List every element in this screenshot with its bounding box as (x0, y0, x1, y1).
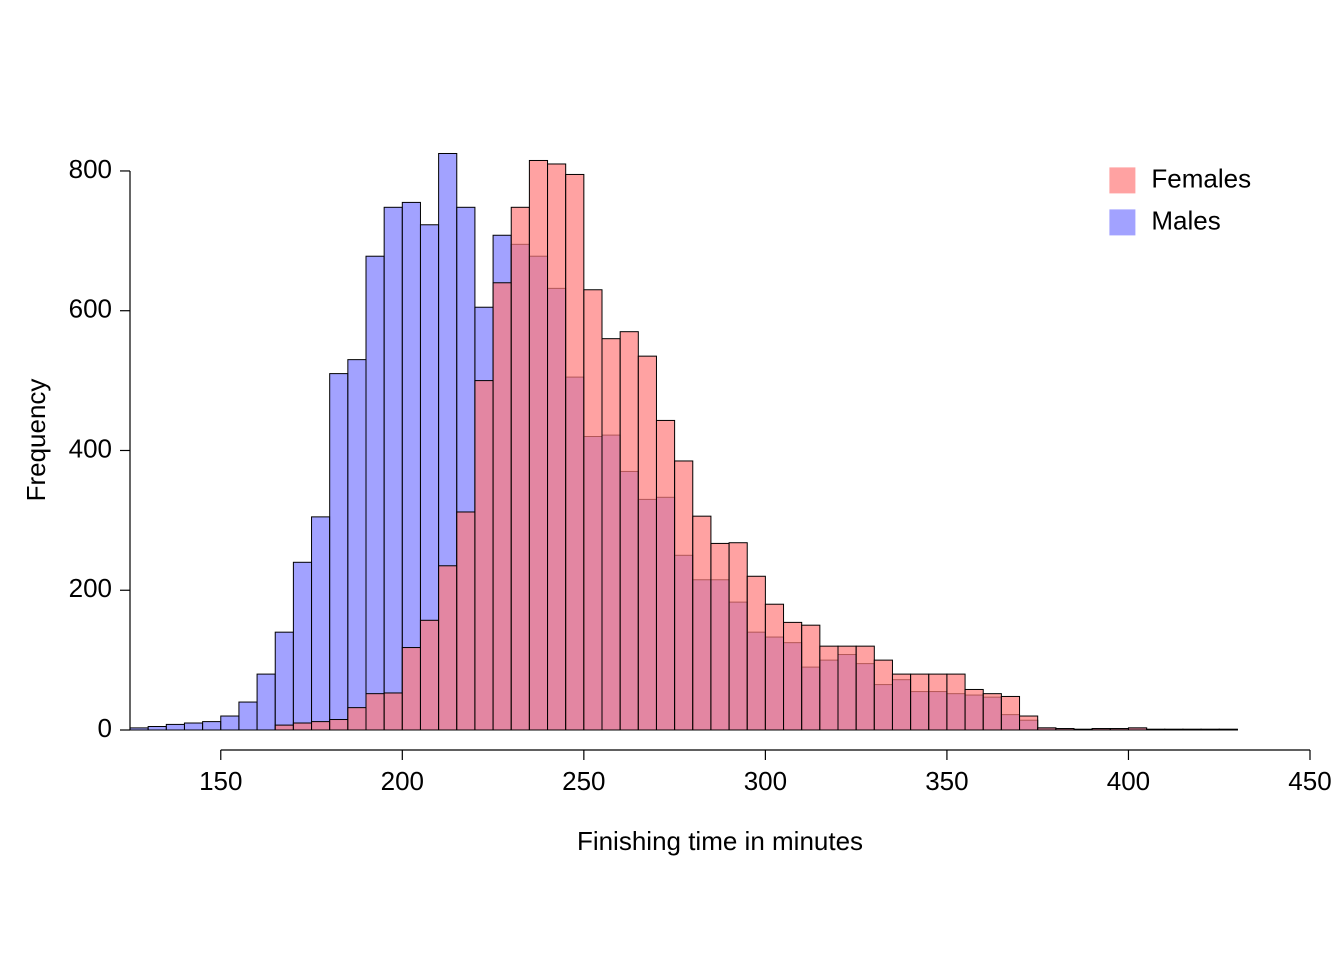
legend-swatch (1109, 209, 1135, 235)
x-axis-label: Finishing time in minutes (577, 826, 863, 856)
histogram-chart: 0 200 400 600 800 150 200 250 300 350 400 450 Finish… (0, 0, 1344, 960)
histogram-bar (275, 632, 293, 730)
histogram-bar (747, 576, 765, 730)
histogram-bar (1165, 729, 1183, 730)
histogram-bar (584, 290, 602, 730)
legend-label: Males (1151, 205, 1220, 235)
histogram-bar (330, 720, 348, 730)
histogram-bar (1074, 729, 1092, 730)
histogram-bar (802, 625, 820, 730)
histogram-bar (257, 674, 275, 730)
histogram-bar (765, 604, 783, 730)
histogram-bar (838, 646, 856, 730)
histogram-bar (384, 693, 402, 730)
x-tick-label: 350 (925, 766, 968, 796)
histogram-bar (312, 722, 330, 730)
histogram-bar (856, 646, 874, 730)
histogram-bar (475, 381, 493, 730)
histogram-bar (166, 724, 184, 730)
histogram-bar (275, 725, 293, 730)
histogram-bar (983, 694, 1001, 730)
legend-label: Females (1151, 163, 1251, 193)
histogram-bar (348, 708, 366, 730)
x-tick-label: 300 (744, 766, 787, 796)
histogram-bar (511, 207, 529, 730)
histogram-bar (348, 360, 366, 730)
histogram-bar (420, 620, 438, 730)
histogram-bar (293, 562, 311, 730)
y-tick-label: 200 (69, 573, 112, 603)
histogram-bar (130, 728, 148, 730)
histogram-bar (874, 660, 892, 730)
histogram-bar (366, 694, 384, 730)
y-tick-label: 600 (69, 294, 112, 324)
histogram-bar (820, 646, 838, 730)
histogram-bar (529, 160, 547, 730)
histogram-bar (693, 516, 711, 730)
histogram-bar (493, 283, 511, 730)
histogram-bar (602, 339, 620, 730)
x-tick-label: 200 (381, 766, 424, 796)
histogram-bar (620, 332, 638, 730)
histogram-bar (566, 174, 584, 730)
histogram-bar (203, 722, 221, 730)
histogram-bar (892, 674, 910, 730)
histogram-bar (1092, 729, 1110, 730)
histogram-bar (1219, 729, 1237, 730)
x-tick-label: 250 (562, 766, 605, 796)
histogram-bar (1128, 728, 1146, 730)
histogram-bar (947, 674, 965, 730)
histogram-bar (330, 374, 348, 730)
x-tick-label: 450 (1288, 766, 1331, 796)
histogram-bar (1110, 729, 1128, 730)
chart-svg: 0 200 400 600 800 150 200 250 300 350 400 450 Finish… (0, 0, 1344, 960)
y-tick-label: 0 (98, 713, 112, 743)
histogram-bar (729, 543, 747, 730)
histogram-bar (1056, 729, 1074, 730)
histogram-bar (784, 622, 802, 730)
histogram-bar (1147, 729, 1165, 730)
histogram-bar (312, 517, 330, 730)
histogram-bar (239, 702, 257, 730)
histogram-bar (1001, 696, 1019, 730)
histogram-bar (911, 674, 929, 730)
histogram-bar (457, 512, 475, 730)
histogram-bar (675, 461, 693, 730)
histogram-bar (711, 543, 729, 730)
histogram-bar (402, 648, 420, 730)
histogram-bar (965, 689, 983, 730)
histogram-bar (184, 723, 202, 730)
x-tick-label: 400 (1107, 766, 1150, 796)
histogram-bar (638, 356, 656, 730)
histogram-bar (221, 716, 239, 730)
y-axis-label: Frequency (21, 379, 51, 502)
histogram-bar (293, 723, 311, 730)
histogram-bar (1020, 716, 1038, 730)
legend-swatch (1109, 167, 1135, 193)
x-tick-label: 150 (199, 766, 242, 796)
histogram-bar (384, 207, 402, 730)
histogram-bar (548, 164, 566, 730)
y-tick-label: 800 (69, 154, 112, 184)
histogram-bar (439, 566, 457, 730)
histogram-bar (366, 256, 384, 730)
histogram-bar (1201, 729, 1219, 730)
histogram-bar (656, 420, 674, 730)
histogram-bar (1183, 729, 1201, 730)
y-tick-label: 400 (69, 433, 112, 463)
histogram-bar (1038, 728, 1056, 730)
histogram-bar (148, 727, 166, 730)
histogram-bar (929, 674, 947, 730)
